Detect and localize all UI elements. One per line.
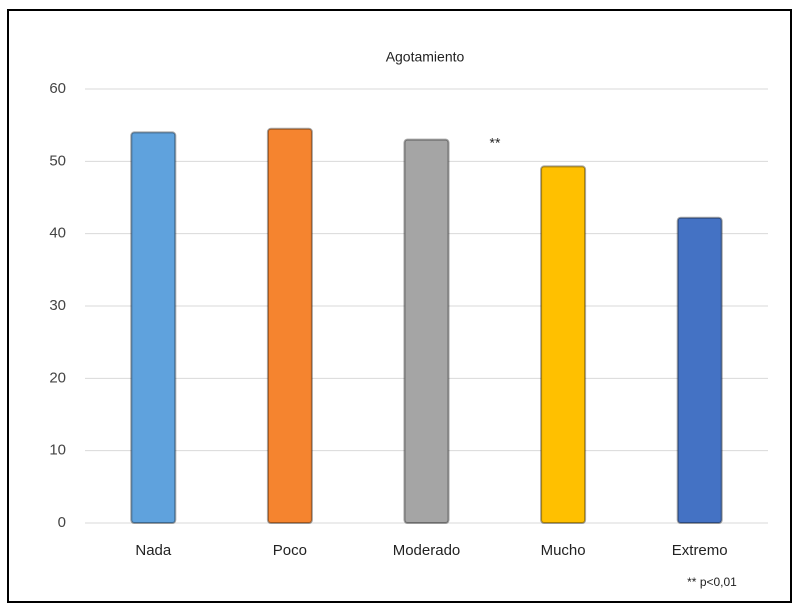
significance-mark: **: [490, 135, 501, 151]
y-tick-label: 10: [49, 442, 66, 459]
x-tick-label: Poco: [273, 542, 307, 559]
footnote: ** p<0,01: [687, 575, 737, 589]
y-tick-label: 20: [49, 369, 66, 386]
y-tick-label: 40: [49, 225, 66, 242]
y-tick-label: 50: [49, 152, 66, 169]
bar: [403, 138, 450, 524]
chart-title: Agotamiento: [386, 49, 465, 65]
x-tick-label: Extremo: [672, 542, 728, 559]
y-tick-label: 30: [49, 297, 66, 314]
x-tick-label: Moderado: [393, 542, 461, 559]
bar: [540, 165, 587, 524]
x-tick-label: Nada: [135, 542, 172, 559]
bar: [266, 127, 313, 525]
bar: [676, 216, 723, 524]
y-tick-label: 0: [58, 514, 66, 531]
bar: [130, 131, 177, 524]
x-tick-label: Mucho: [541, 542, 586, 559]
y-tick-label: 60: [49, 80, 66, 97]
